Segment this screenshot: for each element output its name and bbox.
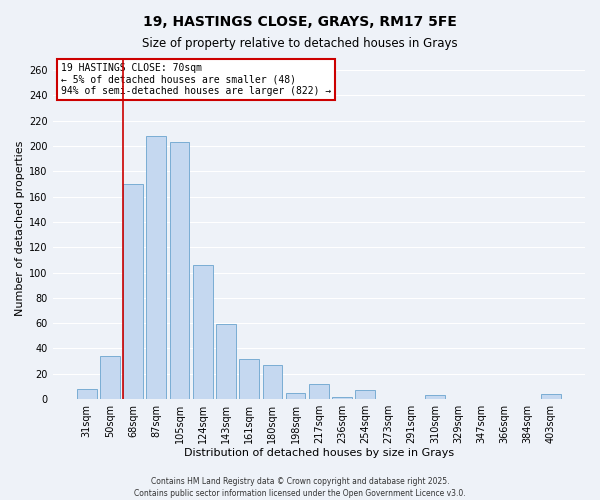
X-axis label: Distribution of detached houses by size in Grays: Distribution of detached houses by size …: [184, 448, 454, 458]
Y-axis label: Number of detached properties: Number of detached properties: [15, 140, 25, 316]
Bar: [263, 365, 282, 399]
Bar: [239, 358, 259, 399]
Bar: [193, 265, 212, 399]
Bar: [170, 142, 190, 399]
Bar: [425, 396, 445, 399]
Bar: [355, 390, 375, 399]
Text: 19 HASTINGS CLOSE: 70sqm
← 5% of detached houses are smaller (48)
94% of semi-de: 19 HASTINGS CLOSE: 70sqm ← 5% of detache…: [61, 62, 331, 96]
Bar: [146, 136, 166, 399]
Bar: [286, 393, 305, 399]
Bar: [123, 184, 143, 399]
Bar: [216, 324, 236, 399]
Bar: [100, 356, 120, 399]
Text: Size of property relative to detached houses in Grays: Size of property relative to detached ho…: [142, 38, 458, 51]
Text: 19, HASTINGS CLOSE, GRAYS, RM17 5FE: 19, HASTINGS CLOSE, GRAYS, RM17 5FE: [143, 15, 457, 29]
Text: Contains HM Land Registry data © Crown copyright and database right 2025.
Contai: Contains HM Land Registry data © Crown c…: [134, 476, 466, 498]
Bar: [541, 394, 561, 399]
Bar: [77, 389, 97, 399]
Bar: [309, 384, 329, 399]
Bar: [332, 396, 352, 399]
